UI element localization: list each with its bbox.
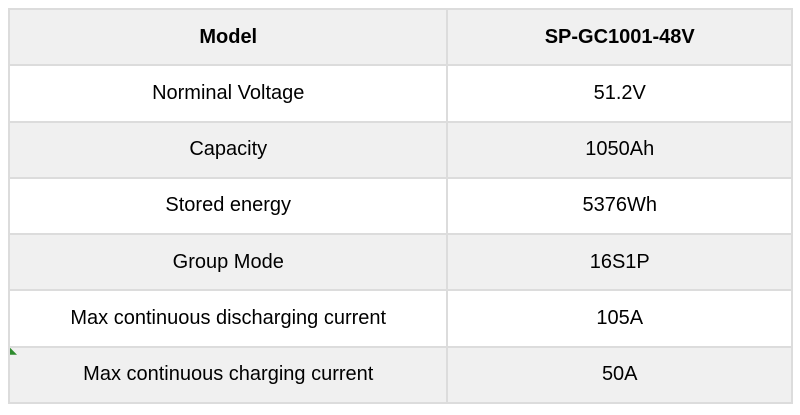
spec-value: 51.2V — [446, 64, 793, 123]
header-cell-model-label: Model — [7, 7, 449, 67]
spec-value: 16S1P — [446, 233, 793, 292]
table-header-row: Model SP-GC1001-48V — [7, 7, 793, 67]
table-row-group-mode: Group Mode 16S1P — [7, 233, 793, 292]
table-row-nominal-voltage: Norminal Voltage 51.2V — [7, 64, 793, 123]
table-row-max-charging-current: Max continuous charging current 50A — [7, 345, 793, 405]
battery-spec-table: Model SP-GC1001-48V Norminal Voltage 51.… — [7, 7, 793, 405]
table-row-stored-energy: Stored energy 5376Wh — [7, 176, 793, 236]
spec-value: 5376Wh — [446, 176, 793, 236]
spec-label: Max continuous discharging current — [7, 289, 449, 348]
error-indicator-triangle-icon — [11, 348, 17, 355]
table-row-capacity: Capacity 1050Ah — [7, 120, 793, 179]
spec-label: Capacity — [7, 120, 449, 179]
spec-value: 50A — [446, 345, 793, 405]
spec-label: Norminal Voltage — [7, 64, 449, 123]
spec-label-text: Max continuous charging current — [83, 363, 374, 386]
table-row-max-discharging-current: Max continuous discharging current 105A — [7, 289, 793, 348]
spec-label: Max continuous charging current — [7, 345, 449, 405]
spec-value: 105A — [446, 289, 793, 348]
spec-label: Group Mode — [7, 233, 449, 292]
spec-label: Stored energy — [7, 176, 449, 236]
header-cell-model-value: SP-GC1001-48V — [446, 7, 793, 67]
spec-value: 1050Ah — [446, 120, 793, 179]
